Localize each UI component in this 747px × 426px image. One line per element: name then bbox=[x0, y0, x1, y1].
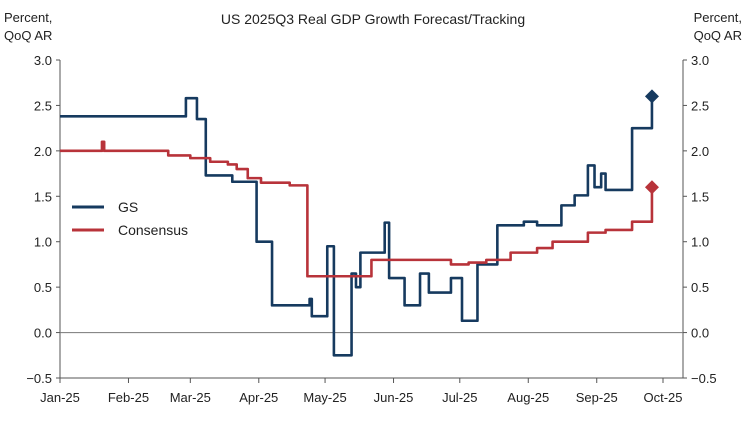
y-tick-label-right: 2.5 bbox=[691, 98, 709, 113]
y-tick-label-left: 0.5 bbox=[34, 280, 52, 295]
y-tick-label-right: 1.0 bbox=[691, 235, 709, 250]
end-marker-consensus bbox=[644, 180, 659, 195]
x-tick-label: Oct-25 bbox=[643, 390, 682, 405]
legend-label: Consensus bbox=[118, 222, 188, 238]
x-tick-label: Jun-25 bbox=[374, 390, 414, 405]
y-tick-label-left: 0.0 bbox=[34, 326, 52, 341]
y-tick-label-left: 2.0 bbox=[34, 144, 52, 159]
y-tick-label-left: 1.0 bbox=[34, 235, 52, 250]
chart-title: US 2025Q3 Real GDP Growth Forecast/Track… bbox=[221, 11, 525, 27]
x-tick-label: Feb-25 bbox=[108, 390, 149, 405]
y-label-right-line1: Percent, bbox=[694, 10, 742, 25]
series-line-gs bbox=[60, 96, 654, 357]
end-marker-gs bbox=[644, 89, 659, 104]
y-tick-label-left: 2.5 bbox=[34, 98, 52, 113]
x-tick-label: Sep-25 bbox=[576, 390, 618, 405]
series-line-consensus bbox=[60, 140, 654, 278]
x-tick-label: Jan-25 bbox=[40, 390, 80, 405]
y-tick-label-right: 0.5 bbox=[691, 280, 709, 295]
x-tick-label: May-25 bbox=[303, 390, 346, 405]
legend: GS Consensus bbox=[72, 199, 188, 238]
x-tick-label: Aug-25 bbox=[507, 390, 549, 405]
y-tick-label-left: 1.5 bbox=[34, 189, 52, 204]
y-tick-label-left: −0.5 bbox=[26, 371, 52, 386]
y-label-right-line2: QoQ AR bbox=[694, 28, 742, 43]
y-tick-label-right: 2.0 bbox=[691, 144, 709, 159]
y-label-left-line1: Percent, bbox=[4, 10, 52, 25]
y-tick-label-left: 3.0 bbox=[34, 53, 52, 68]
y-tick-label-right: 1.5 bbox=[691, 189, 709, 204]
x-tick-label: Mar-25 bbox=[170, 390, 211, 405]
x-tick-label: Jul-25 bbox=[442, 390, 477, 405]
legend-label: GS bbox=[118, 199, 138, 215]
y-tick-label-right: 3.0 bbox=[691, 53, 709, 68]
y-tick-label-right: 0.0 bbox=[691, 326, 709, 341]
x-tick-label: Apr-25 bbox=[239, 390, 278, 405]
y-label-left-line2: QoQ AR bbox=[4, 28, 52, 43]
y-tick-label-right: −0.5 bbox=[691, 371, 717, 386]
